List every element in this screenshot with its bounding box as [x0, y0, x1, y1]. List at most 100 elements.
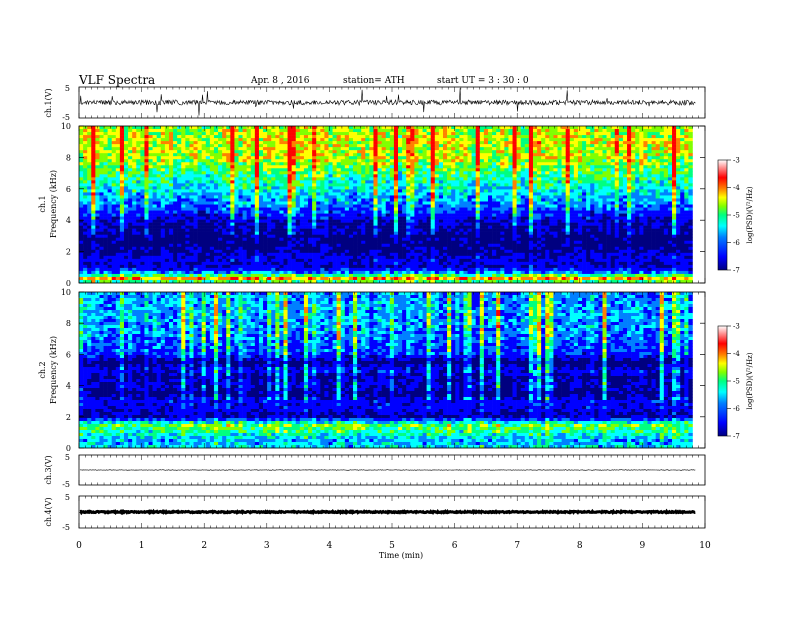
- spectrogram-cell: [299, 171, 305, 175]
- spectrogram-cell: [87, 261, 92, 266]
- spectrogram-cell: [438, 270, 444, 275]
- spectrogram-cell: [287, 210, 292, 214]
- spectrogram-cell: [246, 243, 252, 248]
- spectrogram-cell: [103, 168, 108, 172]
- spectrogram-cell: [422, 279, 427, 284]
- spectrogram-cell: [218, 264, 223, 269]
- spectrogram-cell: [189, 210, 194, 214]
- spectrogram-cell: [136, 258, 141, 263]
- spectrogram-cell: [267, 237, 272, 242]
- spectrogram-cell: [434, 180, 440, 184]
- spectrogram-cell: [295, 165, 301, 169]
- spectrogram-cell: [410, 204, 415, 208]
- spectrogram-cell: [332, 201, 337, 205]
- spectrogram-cell: [410, 255, 415, 260]
- spectrogram-cell: [451, 198, 456, 202]
- spectrogram-cell: [365, 189, 370, 193]
- spectrogram-cell: [410, 183, 415, 187]
- spectrogram-cell: [263, 132, 268, 136]
- spectrogram-cell: [369, 279, 374, 284]
- spectrogram-cell: [316, 156, 321, 160]
- spectrogram-cell: [246, 171, 252, 175]
- spectrogram-cell: [357, 270, 362, 275]
- spectrogram-cell: [238, 183, 243, 187]
- spectrogram-cell: [353, 183, 358, 187]
- spectrogram-cell: [148, 273, 153, 278]
- spectrogram-cell: [422, 159, 427, 163]
- spectrogram-cell: [87, 273, 92, 278]
- spectrogram-cell: [377, 234, 382, 239]
- spectrogram-cell: [299, 234, 305, 239]
- spectrogram-cell: [201, 183, 207, 187]
- spectrogram-cell: [205, 267, 211, 272]
- spectrogram-cell: [103, 210, 108, 214]
- spectrogram-cell: [156, 126, 162, 130]
- spectrogram-cell: [320, 192, 325, 196]
- spectrogram-cell: [226, 249, 231, 254]
- spectrogram-cell: [263, 174, 268, 178]
- spectrogram-cell: [128, 132, 133, 136]
- spectrogram-cell: [144, 267, 149, 272]
- spectrogram-cell: [152, 159, 158, 163]
- spectrogram-cell: [377, 168, 382, 172]
- spectrogram-cell: [381, 273, 387, 278]
- spectrogram-cell: [361, 126, 366, 130]
- spectrogram-cell: [385, 156, 391, 160]
- spectrogram-cell: [447, 162, 452, 166]
- spectrogram-cell: [332, 207, 337, 211]
- spectrogram-cell: [443, 174, 448, 178]
- spectrogram-cell: [181, 261, 186, 266]
- spectrogram-cell: [164, 276, 170, 281]
- spectrogram-cell: [168, 249, 174, 254]
- spectrogram-cell: [267, 186, 272, 190]
- spectrogram-cell: [218, 135, 223, 139]
- spectrogram-cell: [357, 177, 362, 181]
- spectrogram-cell: [115, 231, 121, 235]
- spectrogram-cell: [107, 198, 113, 202]
- spectrogram-cell: [447, 228, 452, 232]
- spectrogram-cell: [250, 243, 256, 248]
- spectrogram-cell: [115, 135, 121, 139]
- spectrogram-cell: [340, 162, 346, 166]
- spectrogram-cell: [303, 183, 309, 187]
- spectrogram-cell: [177, 141, 182, 145]
- spectrogram-cell: [111, 270, 117, 275]
- spectrogram-cell: [107, 222, 113, 226]
- spectrogram-cell: [213, 195, 219, 199]
- spectrogram-cell: [148, 222, 153, 226]
- spectrogram-cell: [324, 153, 329, 157]
- spectrogram-cell: [83, 252, 88, 257]
- spectrogram-cell: [447, 126, 452, 130]
- spectrogram-cell: [267, 234, 272, 239]
- spectrogram-cell: [95, 276, 100, 281]
- spectrogram-cell: [189, 135, 194, 139]
- spectrogram-cell: [320, 213, 325, 217]
- spectrogram-cell: [209, 192, 215, 196]
- spectrogram-cell: [128, 234, 133, 239]
- spectrogram-cell: [79, 213, 84, 217]
- spectrogram-cell: [209, 177, 215, 181]
- spectrogram-cell: [107, 144, 113, 148]
- spectrogram-cell: [218, 132, 223, 136]
- spectrogram-cell: [377, 246, 382, 251]
- spectrogram-cell: [303, 267, 309, 272]
- spectrogram-cell: [177, 237, 182, 242]
- spectrogram-cell: [242, 198, 247, 202]
- spectrogram-cell: [222, 273, 227, 278]
- spectrogram-cell: [361, 168, 366, 172]
- spectrogram-cell: [410, 189, 415, 193]
- spectrogram-cell: [242, 183, 247, 187]
- spectrogram-cell: [258, 150, 264, 154]
- spectrogram-cell: [426, 219, 432, 223]
- spectrogram-cell: [83, 225, 88, 229]
- spectrogram-cell: [438, 183, 444, 187]
- spectrogram-cell: [254, 231, 260, 235]
- spectrogram-cell: [430, 147, 436, 151]
- spectrogram-cell: [402, 225, 407, 229]
- spectrogram-cell: [181, 129, 186, 133]
- spectrogram-cell: [381, 141, 387, 145]
- spectrogram-cell: [361, 276, 366, 281]
- spectrogram-cell: [414, 255, 419, 260]
- spectrogram-cell: [234, 213, 239, 217]
- spectrogram-cell: [148, 132, 153, 136]
